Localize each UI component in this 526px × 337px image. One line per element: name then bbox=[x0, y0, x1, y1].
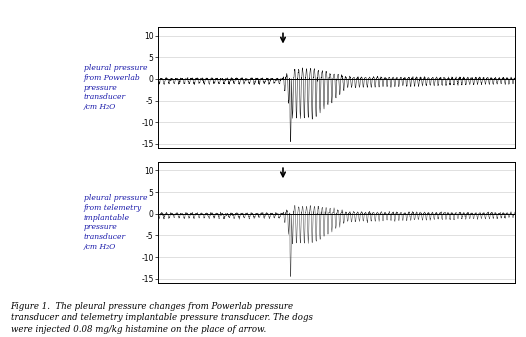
Text: pleural pressure
from telemetry
implantable
pressure
transducer
/cm H₂O: pleural pressure from telemetry implanta… bbox=[84, 194, 147, 251]
Text: pleural pressure
from Powerlab
pressure
transducer
/cm H₂O: pleural pressure from Powerlab pressure … bbox=[84, 64, 147, 111]
Text: Figure 1.  The pleural pressure changes from Powerlab pressure
transducer and te: Figure 1. The pleural pressure changes f… bbox=[11, 302, 312, 334]
